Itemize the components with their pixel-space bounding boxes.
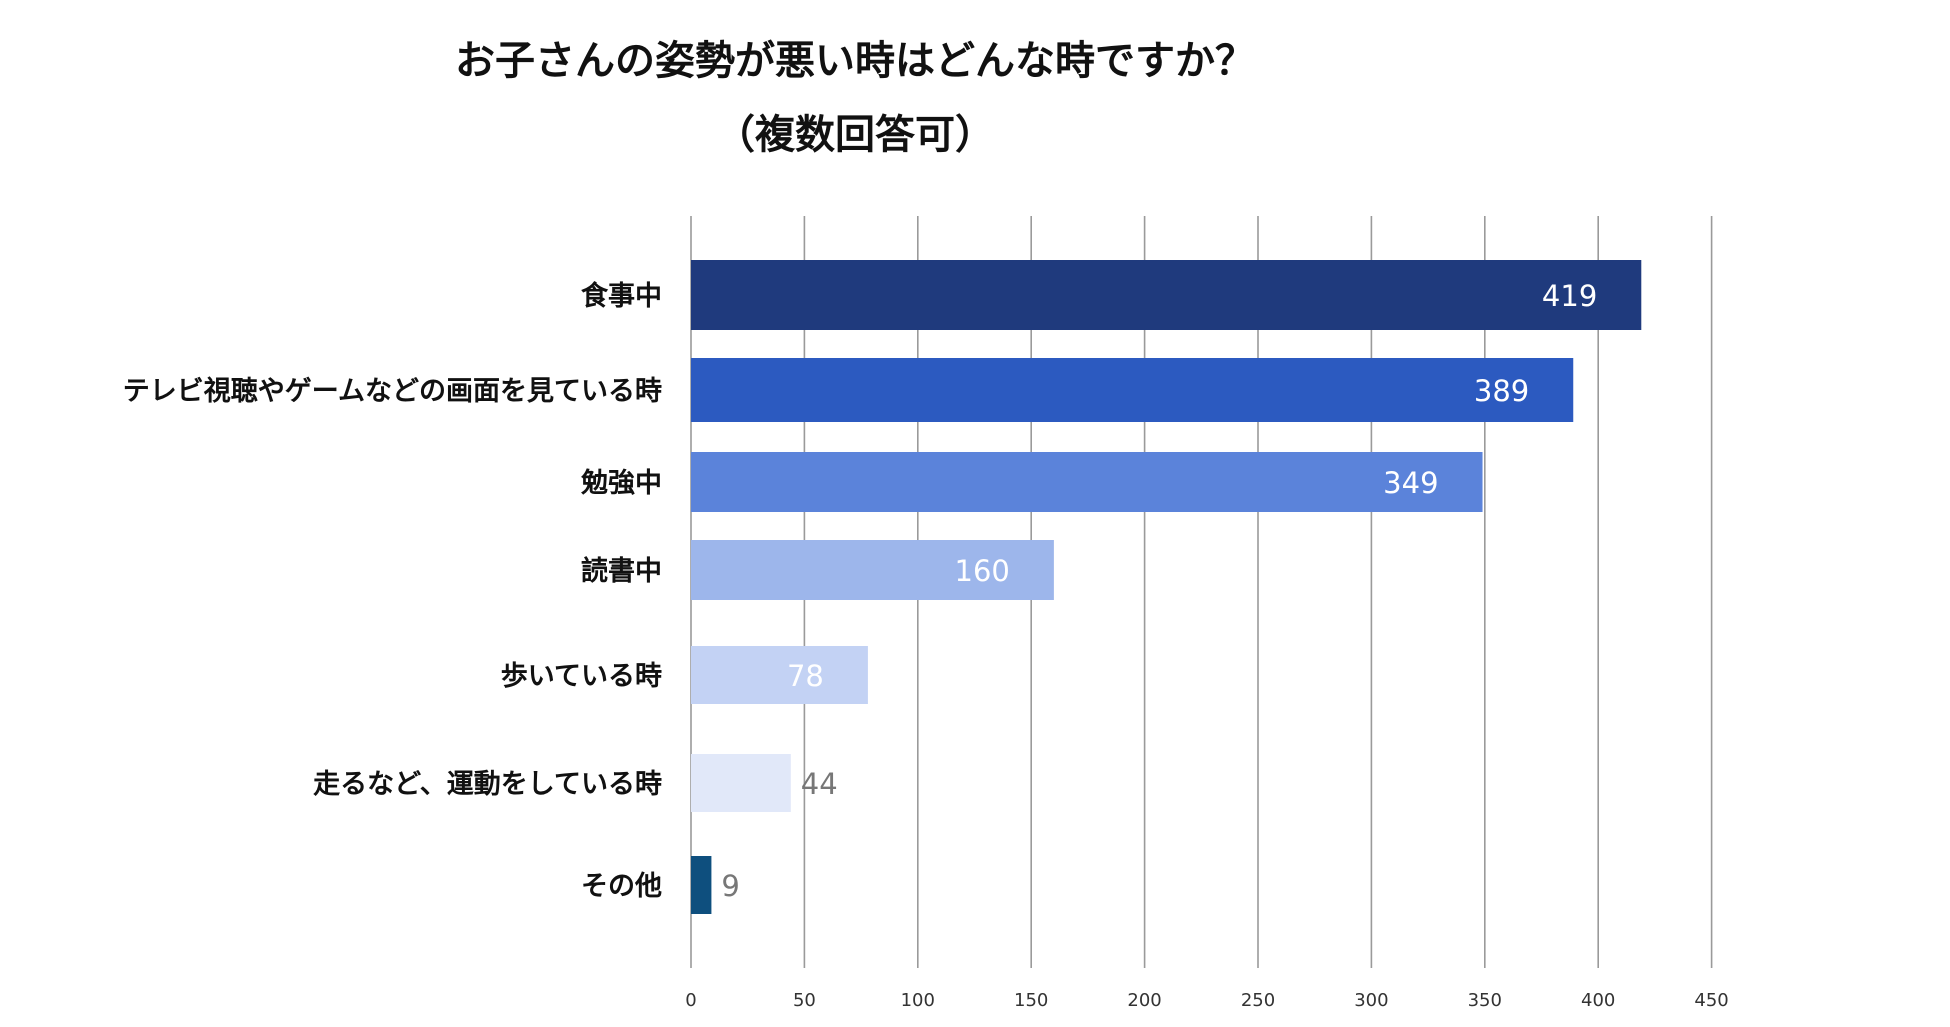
- x-tick-label: 100: [901, 990, 935, 1011]
- bar: [691, 358, 1574, 422]
- x-tick-label: 250: [1241, 990, 1275, 1011]
- chart-title: お子さんの姿勢が悪い時はどんな時ですか？: [455, 38, 1255, 84]
- bar: [691, 452, 1483, 512]
- data-label: 349: [1383, 466, 1438, 500]
- data-label: 389: [1474, 374, 1529, 408]
- category-label: テレビ視聴やゲームなどの画面を見ている時: [123, 376, 662, 407]
- bar: [691, 754, 791, 812]
- x-tick-label: 150: [1014, 990, 1048, 1011]
- data-label: 44: [801, 767, 838, 801]
- bar: [691, 856, 712, 914]
- category-label: 歩いている時: [501, 661, 662, 692]
- x-tick-label: 450: [1694, 990, 1728, 1011]
- category-label: 読書中: [581, 555, 662, 587]
- data-label: 78: [787, 659, 824, 693]
- category-label: 勉強中: [580, 468, 662, 499]
- category-label: 食事中: [581, 280, 662, 312]
- category-label: 走るなど、運動をしている時: [313, 769, 662, 800]
- bar: [691, 540, 1054, 600]
- bar: [691, 646, 868, 704]
- data-label: 160: [955, 554, 1010, 588]
- category-label: その他: [581, 871, 662, 902]
- x-tick-label: 400: [1581, 990, 1615, 1011]
- data-label: 419: [1542, 279, 1597, 313]
- x-tick-label: 0: [685, 990, 696, 1011]
- bar: [691, 260, 1642, 330]
- x-tick-label: 50: [793, 990, 816, 1011]
- x-tick-label: 300: [1354, 990, 1388, 1011]
- x-tick-label: 200: [1127, 990, 1161, 1011]
- x-tick-label: 350: [1468, 990, 1502, 1011]
- data-label: 9: [721, 869, 739, 903]
- chart-subtitle: （複数回答可）: [715, 112, 995, 158]
